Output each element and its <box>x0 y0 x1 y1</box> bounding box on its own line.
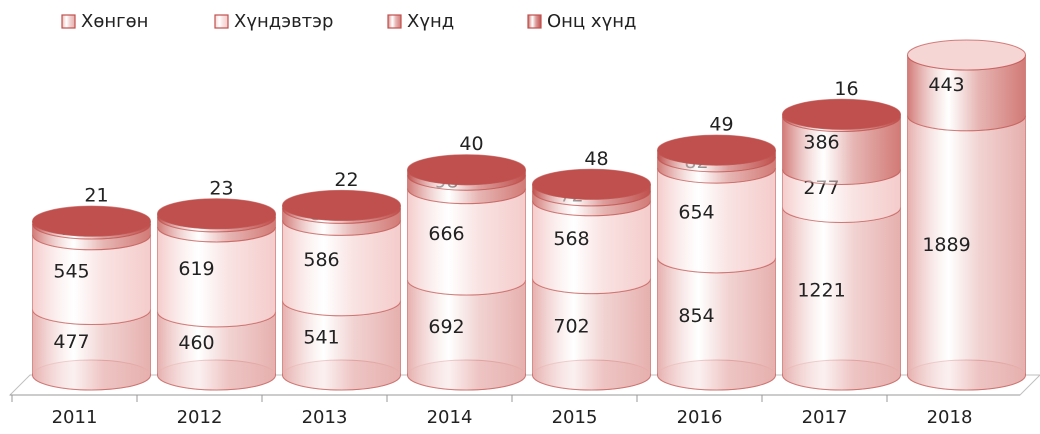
x-tick-label: 2012 <box>177 407 223 428</box>
cylinder-segment <box>532 278 651 391</box>
legend-label: Хүнд <box>407 11 454 32</box>
data-label: 460 <box>178 332 214 354</box>
cylinder-segment <box>657 168 776 274</box>
legend-swatch <box>214 14 229 29</box>
data-label: 619 <box>178 258 214 280</box>
data-label: 702 <box>553 315 589 337</box>
cylinder-segment <box>407 279 526 391</box>
legend-label: Хүндэвтэр <box>234 11 333 32</box>
data-label: 1221 <box>797 280 845 302</box>
data-label: 49 <box>709 114 733 136</box>
cylinder-top <box>782 98 901 130</box>
data-label: 586 <box>303 249 339 271</box>
legend-label: Хөнгөн <box>81 11 148 32</box>
data-label: 16 <box>834 78 858 100</box>
data-label: 23 <box>209 177 233 199</box>
data-label: 443 <box>928 74 964 96</box>
cylinder-top <box>282 189 401 221</box>
data-label: 386 <box>803 131 839 153</box>
legend-swatch <box>61 14 76 29</box>
legend-swatch <box>527 14 542 29</box>
x-tick-label: 2015 <box>552 407 598 428</box>
x-tick-label: 2017 <box>802 407 848 428</box>
cylinder-segment <box>407 188 526 296</box>
data-label: 48 <box>584 148 608 170</box>
cylinder-top <box>532 168 651 200</box>
data-label: 568 <box>553 228 589 250</box>
data-label: 1889 <box>922 234 970 256</box>
cylinder-top <box>157 198 276 230</box>
data-label: 854 <box>678 305 714 327</box>
data-label: 22 <box>334 169 358 191</box>
x-tick-label: 2011 <box>52 407 98 428</box>
legend-label: Онц хүнд <box>547 11 636 32</box>
data-label: 541 <box>303 326 339 348</box>
x-tick-label: 2014 <box>427 407 473 428</box>
data-label: 545 <box>53 261 89 283</box>
data-label: 654 <box>678 201 714 223</box>
x-tick-label: 2018 <box>927 407 973 428</box>
cylinder-top <box>32 205 151 237</box>
x-tick-label: 2013 <box>302 407 348 428</box>
cylinder-top <box>657 134 776 166</box>
data-label: 40 <box>459 133 483 155</box>
data-label: 666 <box>428 223 464 245</box>
data-label: 692 <box>428 316 464 338</box>
x-tick-label: 2016 <box>677 407 723 428</box>
cylinder-top <box>907 39 1026 71</box>
cylinder-top <box>407 154 526 186</box>
cylinder-segment <box>657 257 776 391</box>
data-label: 477 <box>53 331 89 353</box>
data-label: 21 <box>84 185 108 207</box>
legend-swatch <box>387 14 402 29</box>
